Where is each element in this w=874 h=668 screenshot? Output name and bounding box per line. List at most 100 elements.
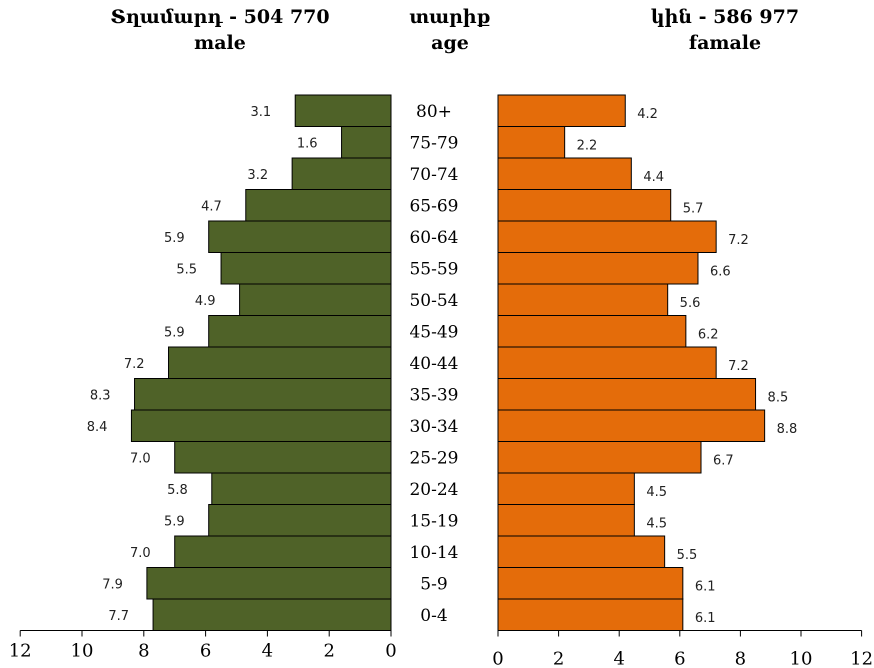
- male-bar: [174, 535, 392, 568]
- female-value-label: 5.5: [677, 548, 698, 563]
- male-title: Տղամարդ - 504 770: [110, 6, 330, 28]
- male-bar: [130, 409, 392, 442]
- female-value-label: 8.5: [768, 390, 789, 405]
- female-axis-tick-label: 10: [790, 649, 813, 668]
- male-bar: [211, 472, 392, 505]
- male-value-label: 7.7: [108, 609, 129, 624]
- female-axis-tick-label: 12: [850, 649, 873, 668]
- female-bar: [497, 252, 699, 285]
- male-value-label: 5.5: [176, 262, 197, 277]
- male-bar: [220, 252, 392, 285]
- age-group-label: 30-34: [409, 417, 458, 437]
- female-bar: [497, 315, 687, 348]
- female-bar: [497, 189, 672, 222]
- female-bar: [497, 157, 632, 190]
- female-value-label: 7.2: [728, 233, 749, 248]
- female-bar: [497, 346, 717, 379]
- male-bar: [208, 504, 392, 537]
- male-value-label: 3.1: [251, 105, 272, 120]
- female-axis-tick-label: 4: [613, 649, 624, 668]
- age-group-label: 25-29: [409, 448, 458, 468]
- male-axis-tick-label: 2: [323, 641, 334, 662]
- female-value-label: 2.2: [577, 138, 598, 153]
- male-bar: [174, 441, 392, 474]
- male-bar: [208, 315, 392, 348]
- female-header: կին - 586 977 famale: [595, 4, 855, 56]
- male-bar: [245, 189, 392, 222]
- female-bar: [497, 126, 566, 159]
- male-header: Տղամարդ - 504 770 male: [90, 4, 350, 56]
- age-group-label: 50-54: [409, 291, 458, 311]
- female-value-label: 7.2: [728, 359, 749, 374]
- female-bar: [497, 409, 766, 442]
- male-value-label: 7.2: [124, 357, 145, 372]
- male-value-label: 7.0: [130, 451, 151, 466]
- female-bar: [497, 567, 684, 600]
- age-group-label: 65-69: [409, 196, 458, 216]
- female-axis-tick-label: 8: [735, 649, 746, 668]
- female-bar: [497, 535, 666, 568]
- male-axis-tick-label: 6: [200, 641, 211, 662]
- male-bar: [239, 283, 392, 316]
- male-value-label: 5.9: [164, 231, 185, 246]
- male-axis-tick-label: 0: [385, 641, 396, 662]
- male-value-label: 4.7: [201, 199, 222, 214]
- male-value-label: 5.9: [164, 514, 185, 529]
- female-value-label: 4.4: [643, 170, 664, 185]
- male-value-label: 5.9: [164, 325, 185, 340]
- age-group-label: 20-24: [409, 480, 458, 500]
- male-bar: [146, 567, 392, 600]
- female-value-label: 6.1: [695, 611, 716, 626]
- age-group-label: 70-74: [409, 165, 458, 185]
- male-bar: [134, 378, 392, 411]
- female-value-label: 4.2: [637, 107, 658, 122]
- male-axis-tick-label: 4: [262, 641, 273, 662]
- female-value-label: 4.5: [646, 516, 667, 531]
- female-axis-tick-label: 2: [553, 649, 564, 668]
- female-bar: [497, 220, 717, 253]
- age-group-label: 60-64: [409, 228, 458, 248]
- female-axis-tick-label: 0: [492, 649, 503, 668]
- male-axis-tick-label: 8: [138, 641, 149, 662]
- male-bar: [341, 126, 392, 159]
- female-value-label: 5.6: [680, 296, 701, 311]
- female-axis-tick-label: 6: [674, 649, 685, 668]
- age-group-label: 0-4: [420, 606, 447, 626]
- female-bar: [497, 378, 757, 411]
- male-value-label: 8.3: [90, 388, 111, 403]
- age-group-label: 75-79: [409, 133, 458, 153]
- male-bar: [152, 598, 392, 631]
- male-bar: [208, 220, 392, 253]
- female-subtitle: famale: [688, 32, 762, 54]
- age-group-label: 40-44: [409, 354, 458, 374]
- female-value-label: 6.7: [713, 453, 734, 468]
- male-bar: [291, 157, 392, 190]
- female-value-label: 6.2: [698, 327, 719, 342]
- female-value-label: 5.7: [683, 201, 704, 216]
- age-subtitle: age: [431, 32, 469, 54]
- male-value-label: 4.9: [195, 294, 216, 309]
- female-bar: [497, 472, 635, 505]
- female-bar: [497, 94, 626, 127]
- male-value-label: 3.2: [247, 168, 268, 183]
- male-value-label: 5.8: [167, 483, 188, 498]
- age-group-label: 15-19: [409, 511, 458, 531]
- female-value-label: 8.8: [777, 422, 798, 437]
- female-value-label: 6.1: [695, 579, 716, 594]
- male-bar: [168, 346, 392, 379]
- age-group-label: 45-49: [409, 322, 458, 342]
- male-value-label: 7.9: [102, 577, 123, 592]
- age-group-label: 80+: [416, 102, 452, 122]
- female-value-label: 6.6: [710, 264, 731, 279]
- female-bar: [497, 504, 635, 537]
- age-group-label: 35-39: [409, 385, 458, 405]
- male-value-label: 1.6: [297, 136, 318, 151]
- female-title: կին - 586 977: [650, 6, 800, 28]
- age-header: տարիք age: [390, 4, 510, 56]
- male-subtitle: male: [194, 32, 246, 54]
- female-value-label: 4.5: [646, 485, 667, 500]
- age-group-label: 55-59: [409, 259, 458, 279]
- male-value-label: 8.4: [87, 420, 108, 435]
- female-bar: [497, 441, 702, 474]
